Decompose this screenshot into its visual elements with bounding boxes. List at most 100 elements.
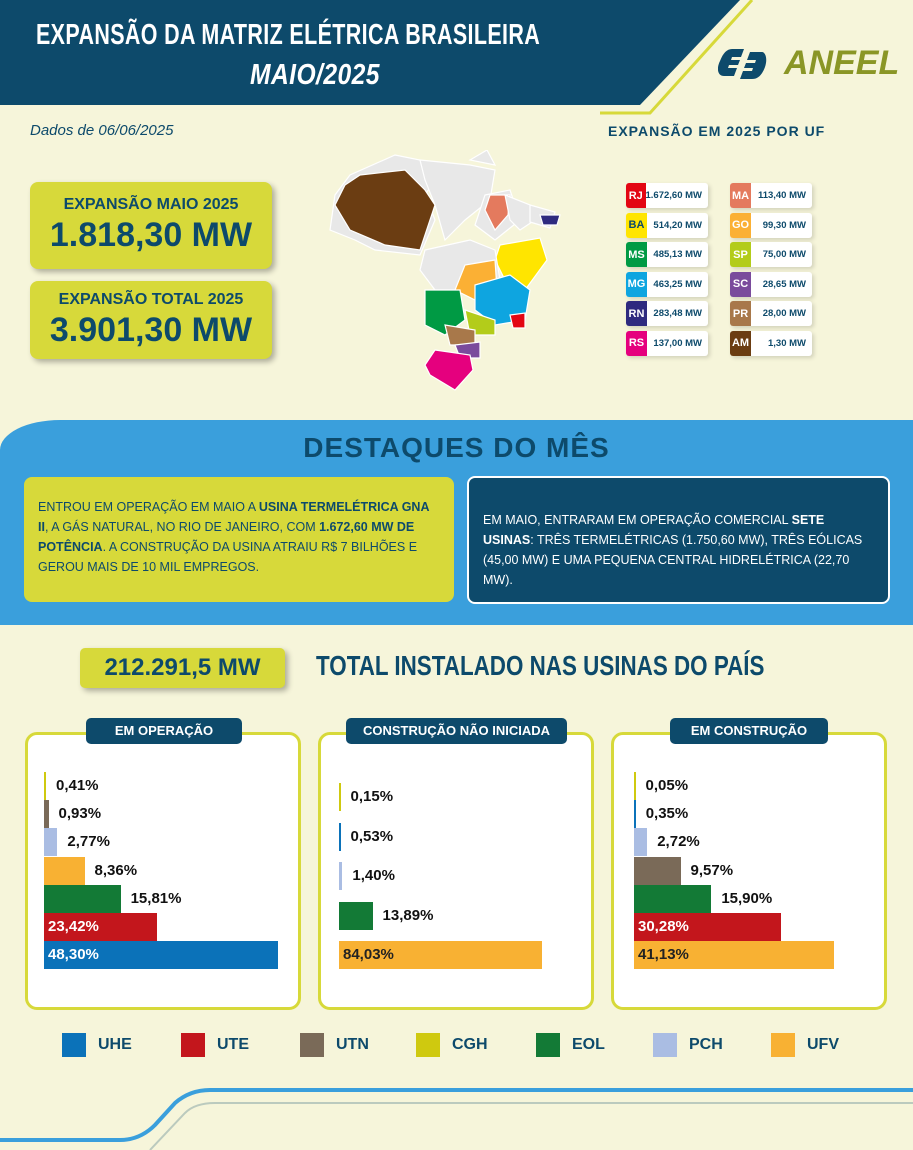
- uf-value: 485,13 MW: [653, 249, 702, 260]
- aneel-logo: ANEEL: [718, 44, 899, 83]
- uf-code: RS: [626, 330, 647, 356]
- uf-code: BA: [626, 212, 647, 238]
- bar-ute: [44, 912, 158, 941]
- uf-item-pr: PR 28,00 MW: [730, 301, 812, 326]
- data-date: Dados de 06/06/2025: [30, 122, 174, 139]
- legend-item-utn: UTN: [300, 1033, 369, 1057]
- bar-label: 41,13%: [638, 946, 689, 963]
- legend-swatch: [62, 1033, 86, 1057]
- header-banner: [0, 0, 754, 115]
- bar-label: 8,36%: [94, 861, 138, 879]
- bar-eol: [634, 884, 712, 913]
- bar-pch: [634, 828, 648, 857]
- uf-value: 283,48 MW: [653, 308, 702, 319]
- uf-item-am: AM 1,30 MW: [730, 330, 812, 356]
- total-installed-title: TOTAL INSTALADO NAS USINAS DO PAÍS: [316, 650, 765, 681]
- legend-item-ufv: UFV: [771, 1033, 839, 1057]
- brazil-map: [329, 150, 561, 391]
- aneel-logo-icon: [718, 48, 767, 79]
- kpi-label: EXPANSÃO TOTAL 2025: [58, 291, 244, 308]
- bar-label: 23,42%: [48, 917, 99, 935]
- uf-code: GO: [730, 212, 751, 238]
- uf-item-mg: MG 463,25 MW: [626, 271, 708, 297]
- bar-cgh: [634, 772, 636, 801]
- kpi-value: 3.901,30 MW: [49, 311, 253, 349]
- uf-value: 137,00 MW: [653, 337, 702, 349]
- legend-item-eol: EOL: [536, 1033, 605, 1057]
- bar-label: 9,57%: [690, 861, 734, 879]
- legend-item-uhe: UHE: [62, 1033, 132, 1057]
- uf-value: 28,00 MW: [762, 308, 806, 319]
- bar-cgh: [44, 772, 46, 801]
- uf-code: PR: [730, 301, 751, 326]
- highlights-title: DESTAQUES DO MÊS: [303, 432, 610, 463]
- highlight-bold: SETE USINAS: [483, 513, 825, 547]
- uf-code: AM: [730, 330, 751, 356]
- legend-label: UFV: [807, 1036, 839, 1053]
- uf-item-ms: MS 485,13 MW: [626, 242, 708, 267]
- uf-item-sp: SP 75,00 MW: [730, 242, 812, 267]
- chart-title-operation: EM OPERAÇÃO: [86, 718, 242, 744]
- highlight-text: . A CONSTRUÇÃO DA USINA ATRAIU R$ 7 BILH…: [38, 540, 418, 574]
- uf-value: 28,65 MW: [762, 278, 806, 290]
- highlight-text: : TRÊS TERMELÉTRICAS (1.750,60 MW), TRÊS…: [483, 533, 863, 587]
- bar-label: 84,03%: [343, 946, 394, 963]
- legend-label: UHE: [98, 1036, 132, 1053]
- bar-ufv: [339, 941, 542, 969]
- uf-value: 75,00 MW: [762, 249, 806, 260]
- uf-item-ba: BA 514,20 MW: [626, 212, 708, 238]
- highlight-bold: USINA TERMELÉTRICA GNA II: [38, 500, 430, 534]
- uf-value: 1,30 MW: [767, 337, 806, 349]
- bar-label: 2,72%: [657, 833, 700, 851]
- uf-item-rn: RN 283,48 MW: [626, 301, 708, 326]
- bar-label: 30,28%: [638, 917, 689, 935]
- bar-label: 0,15%: [350, 788, 394, 806]
- legend-swatch: [300, 1033, 324, 1057]
- uf-value: 113,40 MW: [757, 190, 806, 201]
- legend-item-ute: UTE: [181, 1033, 249, 1057]
- legend-label: UTN: [336, 1036, 369, 1053]
- bar-label: 15,81%: [130, 889, 182, 907]
- legend-label: PCH: [689, 1036, 723, 1053]
- highlight-text: EM MAIO, ENTRARAM EM OPERAÇÃO COMERCIAL: [483, 513, 792, 527]
- uf-code: SC: [730, 271, 751, 297]
- uf-code: SP: [730, 242, 751, 267]
- uf-code: RN: [626, 301, 647, 326]
- bar-utn: [634, 856, 681, 885]
- bar-label: 2,77%: [67, 833, 110, 851]
- uf-code: MA: [730, 183, 751, 208]
- bar-label: 0,05%: [645, 777, 689, 795]
- highlight-text: ENTROU EM OPERAÇÃO EM MAIO A: [38, 500, 259, 514]
- footer-decoration: [0, 1088, 913, 1150]
- page-subtitle: MAIO/2025: [250, 59, 380, 91]
- chart-title-construction: EM CONSTRUÇÃO: [670, 718, 828, 744]
- legend-swatch: [653, 1033, 677, 1057]
- uf-code: MG: [626, 271, 647, 297]
- kpi-total-expansion: EXPANSÃO TOTAL 2025 3.901,30 MW: [30, 281, 272, 359]
- bar-uhe: [634, 800, 636, 829]
- legend-label: UTE: [217, 1036, 249, 1053]
- highlight-text: , A GÁS NATURAL, NO RIO DE JANEIRO, COM: [44, 520, 320, 534]
- page-title: EXPANSÃO DA MATRIZ ELÉTRICA BRASILEIRA: [36, 19, 541, 51]
- uf-item-go: GO 99,30 MW: [730, 212, 812, 238]
- legend-item-pch: PCH: [653, 1033, 723, 1057]
- chart-title-not-started: CONSTRUÇÃO NÃO INICIADA: [346, 718, 567, 744]
- bar-label: 0,93%: [58, 805, 102, 823]
- highlight-bold: 1.672,60 MW DE POTÊNCIA: [38, 520, 415, 554]
- bar-label: 48,30%: [48, 946, 99, 963]
- uf-value: 1.672,60 MW: [645, 190, 703, 201]
- bar-label: 15,90%: [721, 889, 773, 907]
- uf-item-rs: RS 137,00 MW: [626, 330, 708, 356]
- legend-item-cgh: CGH: [416, 1033, 488, 1057]
- legend-label: EOL: [572, 1036, 605, 1053]
- bar-ufv: [44, 856, 85, 885]
- legend-label: CGH: [452, 1036, 488, 1053]
- bar-utn: [44, 800, 49, 829]
- kpi-value: 1.818,30 MW: [49, 216, 253, 254]
- uf-value: 463,25 MW: [653, 278, 702, 290]
- uf-item-rj: RJ 1.672,60 MW: [626, 183, 708, 208]
- uf-section-title: EXPANSÃO EM 2025 POR UF: [608, 123, 826, 139]
- bar-label: 13,89%: [382, 906, 434, 924]
- uf-value: 514,20 MW: [653, 219, 702, 231]
- uf-code: RJ: [626, 183, 646, 208]
